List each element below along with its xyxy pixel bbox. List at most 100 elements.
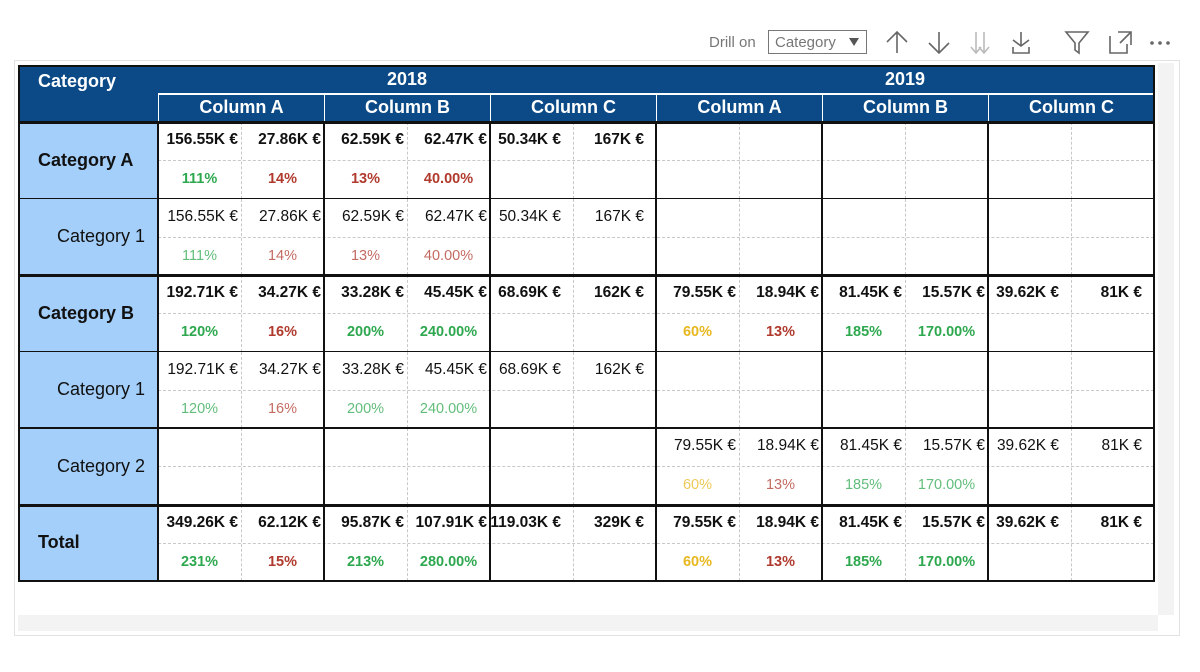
column-header: Column C [988, 93, 1154, 122]
cell-percent: 240.00% [419, 324, 478, 340]
cell-divider [241, 122, 242, 199]
horizontal-scrollbar[interactable] [18, 615, 1158, 631]
cell-value: 62.12K € [258, 513, 321, 531]
cell-value: 34.27K € [258, 360, 321, 378]
cell-percent: 40.00% [423, 247, 474, 264]
cell-percent: 15% [267, 553, 298, 570]
column-border [156, 122, 160, 581]
cell-value: 39.62K € [996, 437, 1059, 454]
cell-percent: 170.00% [917, 477, 976, 493]
cell-divider [241, 275, 242, 352]
column-border [323, 122, 325, 581]
cell-value: 33.28K € [341, 360, 404, 378]
cell-divider [905, 198, 906, 275]
cell-percent: 13% [765, 477, 796, 493]
cell-value: 81K € [1100, 513, 1142, 531]
cell-value: 81.45K € [839, 284, 902, 301]
cell-divider [407, 428, 408, 505]
cell-value: 156.55K € [166, 131, 238, 148]
cell-percent: 60% [682, 324, 713, 340]
drill-value: Category [775, 34, 836, 51]
vertical-scrollbar[interactable] [1158, 63, 1174, 615]
cell-divider [407, 198, 408, 275]
cell-divider [407, 351, 408, 428]
cell-divider [739, 428, 740, 505]
cell-value: 50.34K € [498, 131, 561, 148]
cell-value: 95.87K € [341, 513, 404, 531]
cell-divider [1071, 351, 1072, 428]
cell-value: 81K € [1100, 284, 1142, 301]
cell-value: 107.91K € [415, 513, 487, 531]
cell-divider [241, 198, 242, 275]
column-border [654, 122, 658, 581]
cell-value: 39.62K € [996, 284, 1059, 301]
drill-label: Drill on [709, 34, 756, 51]
cell-value: 62.59K € [341, 207, 404, 225]
cell-value: 81.45K € [839, 513, 902, 531]
dropdown-arrow [849, 38, 859, 46]
column-border [987, 122, 989, 581]
cell-percent: 200% [346, 324, 385, 340]
cell-divider [241, 351, 242, 428]
more-options[interactable] [1150, 41, 1170, 45]
cell-divider [739, 198, 740, 275]
row-header: Category 1 [18, 198, 158, 275]
header-divider [158, 93, 1154, 95]
column-header: Column B [324, 93, 490, 122]
cell-percent: 170.00% [917, 324, 976, 340]
cell-value: 167K € [594, 207, 644, 225]
cell-percent: 213% [346, 553, 385, 570]
column-border [489, 122, 491, 581]
cell-percent: 120% [180, 324, 219, 340]
cell-divider [573, 198, 574, 275]
cell-value: 68.69K € [498, 284, 561, 301]
filter[interactable] [1064, 31, 1090, 55]
cell-percent: 60% [682, 477, 713, 493]
table-border [18, 65, 1155, 582]
cell-divider [739, 504, 740, 581]
cell-divider [739, 275, 740, 352]
cell-value: 27.86K € [258, 131, 321, 148]
cell-percent: 185% [844, 553, 883, 570]
cell-value: 18.94K € [756, 437, 819, 454]
cell-divider [905, 122, 906, 199]
cell-value: 167K € [594, 131, 644, 148]
cell-percent: 200% [346, 400, 385, 417]
cell-divider [905, 351, 906, 428]
drill-dropdown[interactable]: Category [768, 30, 867, 54]
row-border [18, 197, 1154, 199]
cell-divider [1071, 275, 1072, 352]
cell-value: 119.03K € [490, 513, 561, 531]
cell-value: 156.55K € [167, 207, 238, 225]
expand-level[interactable] [1012, 32, 1030, 54]
drill-down[interactable] [928, 32, 950, 55]
cell-percent: 280.00% [419, 553, 478, 570]
cell-value: 62.59K € [341, 131, 404, 148]
toolbar-icons [886, 30, 1170, 55]
cell-value: 349.26K € [166, 513, 238, 531]
cell-value: 15.57K € [922, 437, 985, 454]
drill-up[interactable] [886, 30, 908, 53]
cell-value: 62.47K € [424, 131, 487, 148]
cell-divider [905, 504, 906, 581]
cell-percent: 120% [180, 400, 219, 417]
cell-percent: 16% [267, 324, 298, 340]
cell-percent: 14% [267, 247, 298, 264]
cell-value: 33.28K € [341, 284, 404, 301]
cell-divider [241, 428, 242, 505]
cell-divider [241, 504, 242, 581]
year-header: 2019 [656, 65, 1154, 93]
column-header: Column A [158, 93, 324, 122]
row-header: Category A [18, 122, 158, 199]
cell-value: 192.71K € [166, 284, 238, 301]
cell-divider [905, 428, 906, 505]
cell-value: 34.27K € [258, 284, 321, 301]
go-to-next-level[interactable] [970, 32, 990, 55]
cell-percent: 13% [765, 324, 796, 340]
cell-percent: 185% [844, 324, 883, 340]
cell-value: 15.57K € [922, 513, 985, 531]
cell-divider [1071, 504, 1072, 581]
cell-percent: 170.00% [917, 553, 976, 570]
focus-mode[interactable] [1109, 31, 1132, 54]
